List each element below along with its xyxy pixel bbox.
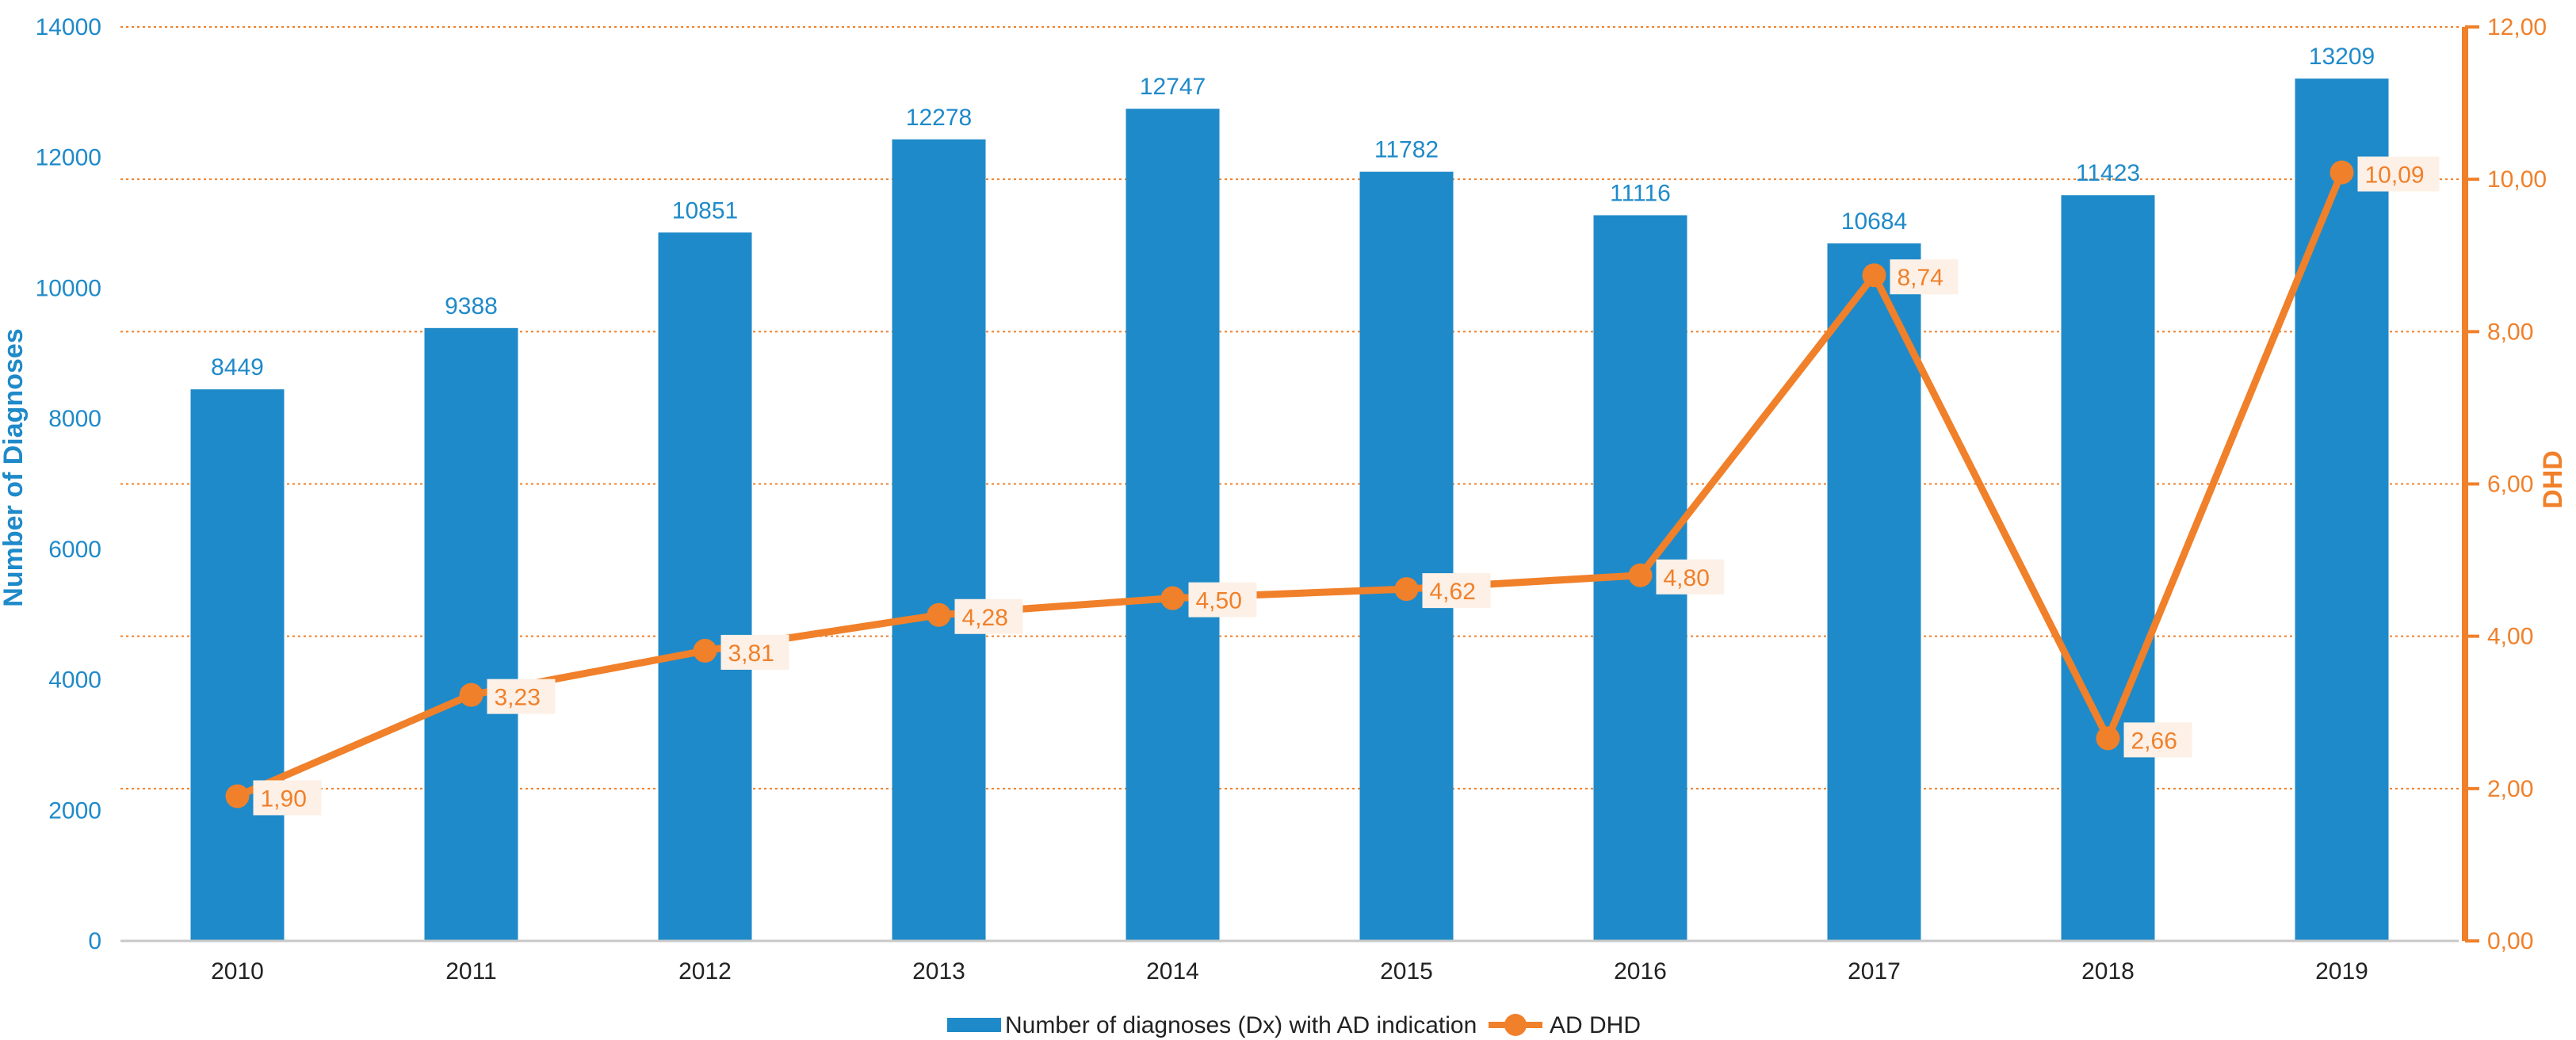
line-label-box [720,634,789,670]
line-label-box [1422,573,1491,609]
y-right-tick-label: 0,00 [2487,928,2533,954]
line-label-box [1890,259,1959,295]
line-point-2019 [2329,160,2354,185]
line-point-2014 [1160,586,1185,610]
x-tick-label: 2015 [1380,958,1433,985]
line-point-2018 [2096,726,2120,751]
bar-value-label: 8449 [211,354,264,380]
y-left-tick-label: 6000 [48,537,101,563]
line-point-2017 [1862,263,1886,288]
line-value-label: 4,80 [1664,565,1710,591]
bar-value-label: 12278 [906,105,972,131]
y-left-tick-label: 10000 [36,275,101,301]
line-point-2013 [927,602,951,627]
y-left-tick-label: 14000 [36,14,101,40]
line-value-label: 4,62 [1430,579,1476,605]
y-right-tick-label: 12,00 [2487,14,2547,40]
y-left-tick-label: 4000 [48,667,101,694]
y-right-tick-label: 10,00 [2487,166,2547,193]
bar-2018 [2061,195,2155,941]
y-left-tick-label: 8000 [48,406,101,432]
line-point-2015 [1394,577,1419,602]
data-labels: 8449 9388 10851 12278 12747 11782 11116 10684 11… [211,44,2440,816]
bar-2011 [424,327,518,941]
bar-2013 [892,139,986,942]
legend-swatch-bar [947,1018,1001,1032]
line-path [234,169,2345,800]
line-label-box [1188,582,1257,618]
bar-value-label: 11116 [1610,181,1671,207]
x-tick-label: 2014 [1146,958,1199,985]
line-label-box [2357,156,2440,192]
line-value-label: 1,90 [261,786,307,812]
line-value-label: 10,09 [2365,162,2425,189]
bar-2010 [190,389,285,941]
legend-label-bar: Number of diagnoses (Dx) with AD indicat… [1005,1012,1477,1038]
y-right-tick-label: 4,00 [2487,624,2533,650]
bar-2015 [1359,171,1454,941]
y-right-tick-label: 2,00 [2487,776,2533,802]
line-value-label: 3,23 [495,685,541,711]
line-label-box [1656,559,1725,595]
y-right-tick-label: 6,00 [2487,472,2533,498]
line-label-box [2123,722,2192,758]
bar-value-label: 11782 [1374,137,1439,163]
line-point-2011 [459,682,483,707]
legend: Number of diagnoses (Dx) with AD indicat… [947,1012,1641,1038]
axes: 0 2000 4000 6000 8000 10000 12000 14000 0,00 2,00… [36,14,2547,985]
y-right-tick-label: 8,00 [2487,319,2533,345]
line-label-box [954,598,1023,634]
line-point-2010 [225,784,250,809]
y-axis-left-title: Number of Diagnoses [0,328,29,606]
line-value-label: 3,81 [728,640,774,667]
bar-series [190,78,2389,942]
x-tick-label: 2016 [1614,958,1667,985]
y-left-tick-label: 0 [88,928,101,954]
bar-value-label: 11423 [2076,160,2140,186]
bar-value-label: 10684 [1841,208,1907,235]
legend-label-line: AD DHD [1550,1012,1641,1038]
x-tick-label: 2017 [1848,958,1901,985]
bar-2014 [1126,109,1220,942]
line-label-box [487,679,556,714]
bar-value-label: 9388 [445,293,498,319]
x-tick-label: 2018 [2081,958,2135,985]
line-value-label: 2,66 [2131,728,2177,754]
line-value-label: 4,50 [1196,588,1242,614]
legend-swatch-marker [1504,1014,1527,1036]
bar-value-label: 10851 [672,197,738,224]
line-value-label: 4,28 [962,605,1008,631]
bar-2017 [1827,243,1921,941]
bar-value-label: 12747 [1140,74,1206,100]
y-left-tick-label: 12000 [36,145,101,171]
line-series [225,160,2354,809]
bar-value-label: 13209 [2309,44,2375,70]
line-point-2012 [693,638,717,663]
bar-2019 [2295,78,2389,941]
x-tick-label: 2012 [678,958,732,985]
line-value-label: 8,74 [1898,265,1943,291]
x-tick-label: 2010 [211,958,264,985]
x-tick-label: 2013 [912,958,965,985]
line-point-2016 [1628,563,1653,587]
y-axis-right-title: DHD [2538,450,2568,509]
y-left-tick-label: 2000 [48,797,101,824]
x-tick-label: 2011 [445,958,497,985]
bar-2012 [658,232,752,941]
x-tick-label: 2019 [2315,958,2368,985]
line-label-box [253,780,322,816]
